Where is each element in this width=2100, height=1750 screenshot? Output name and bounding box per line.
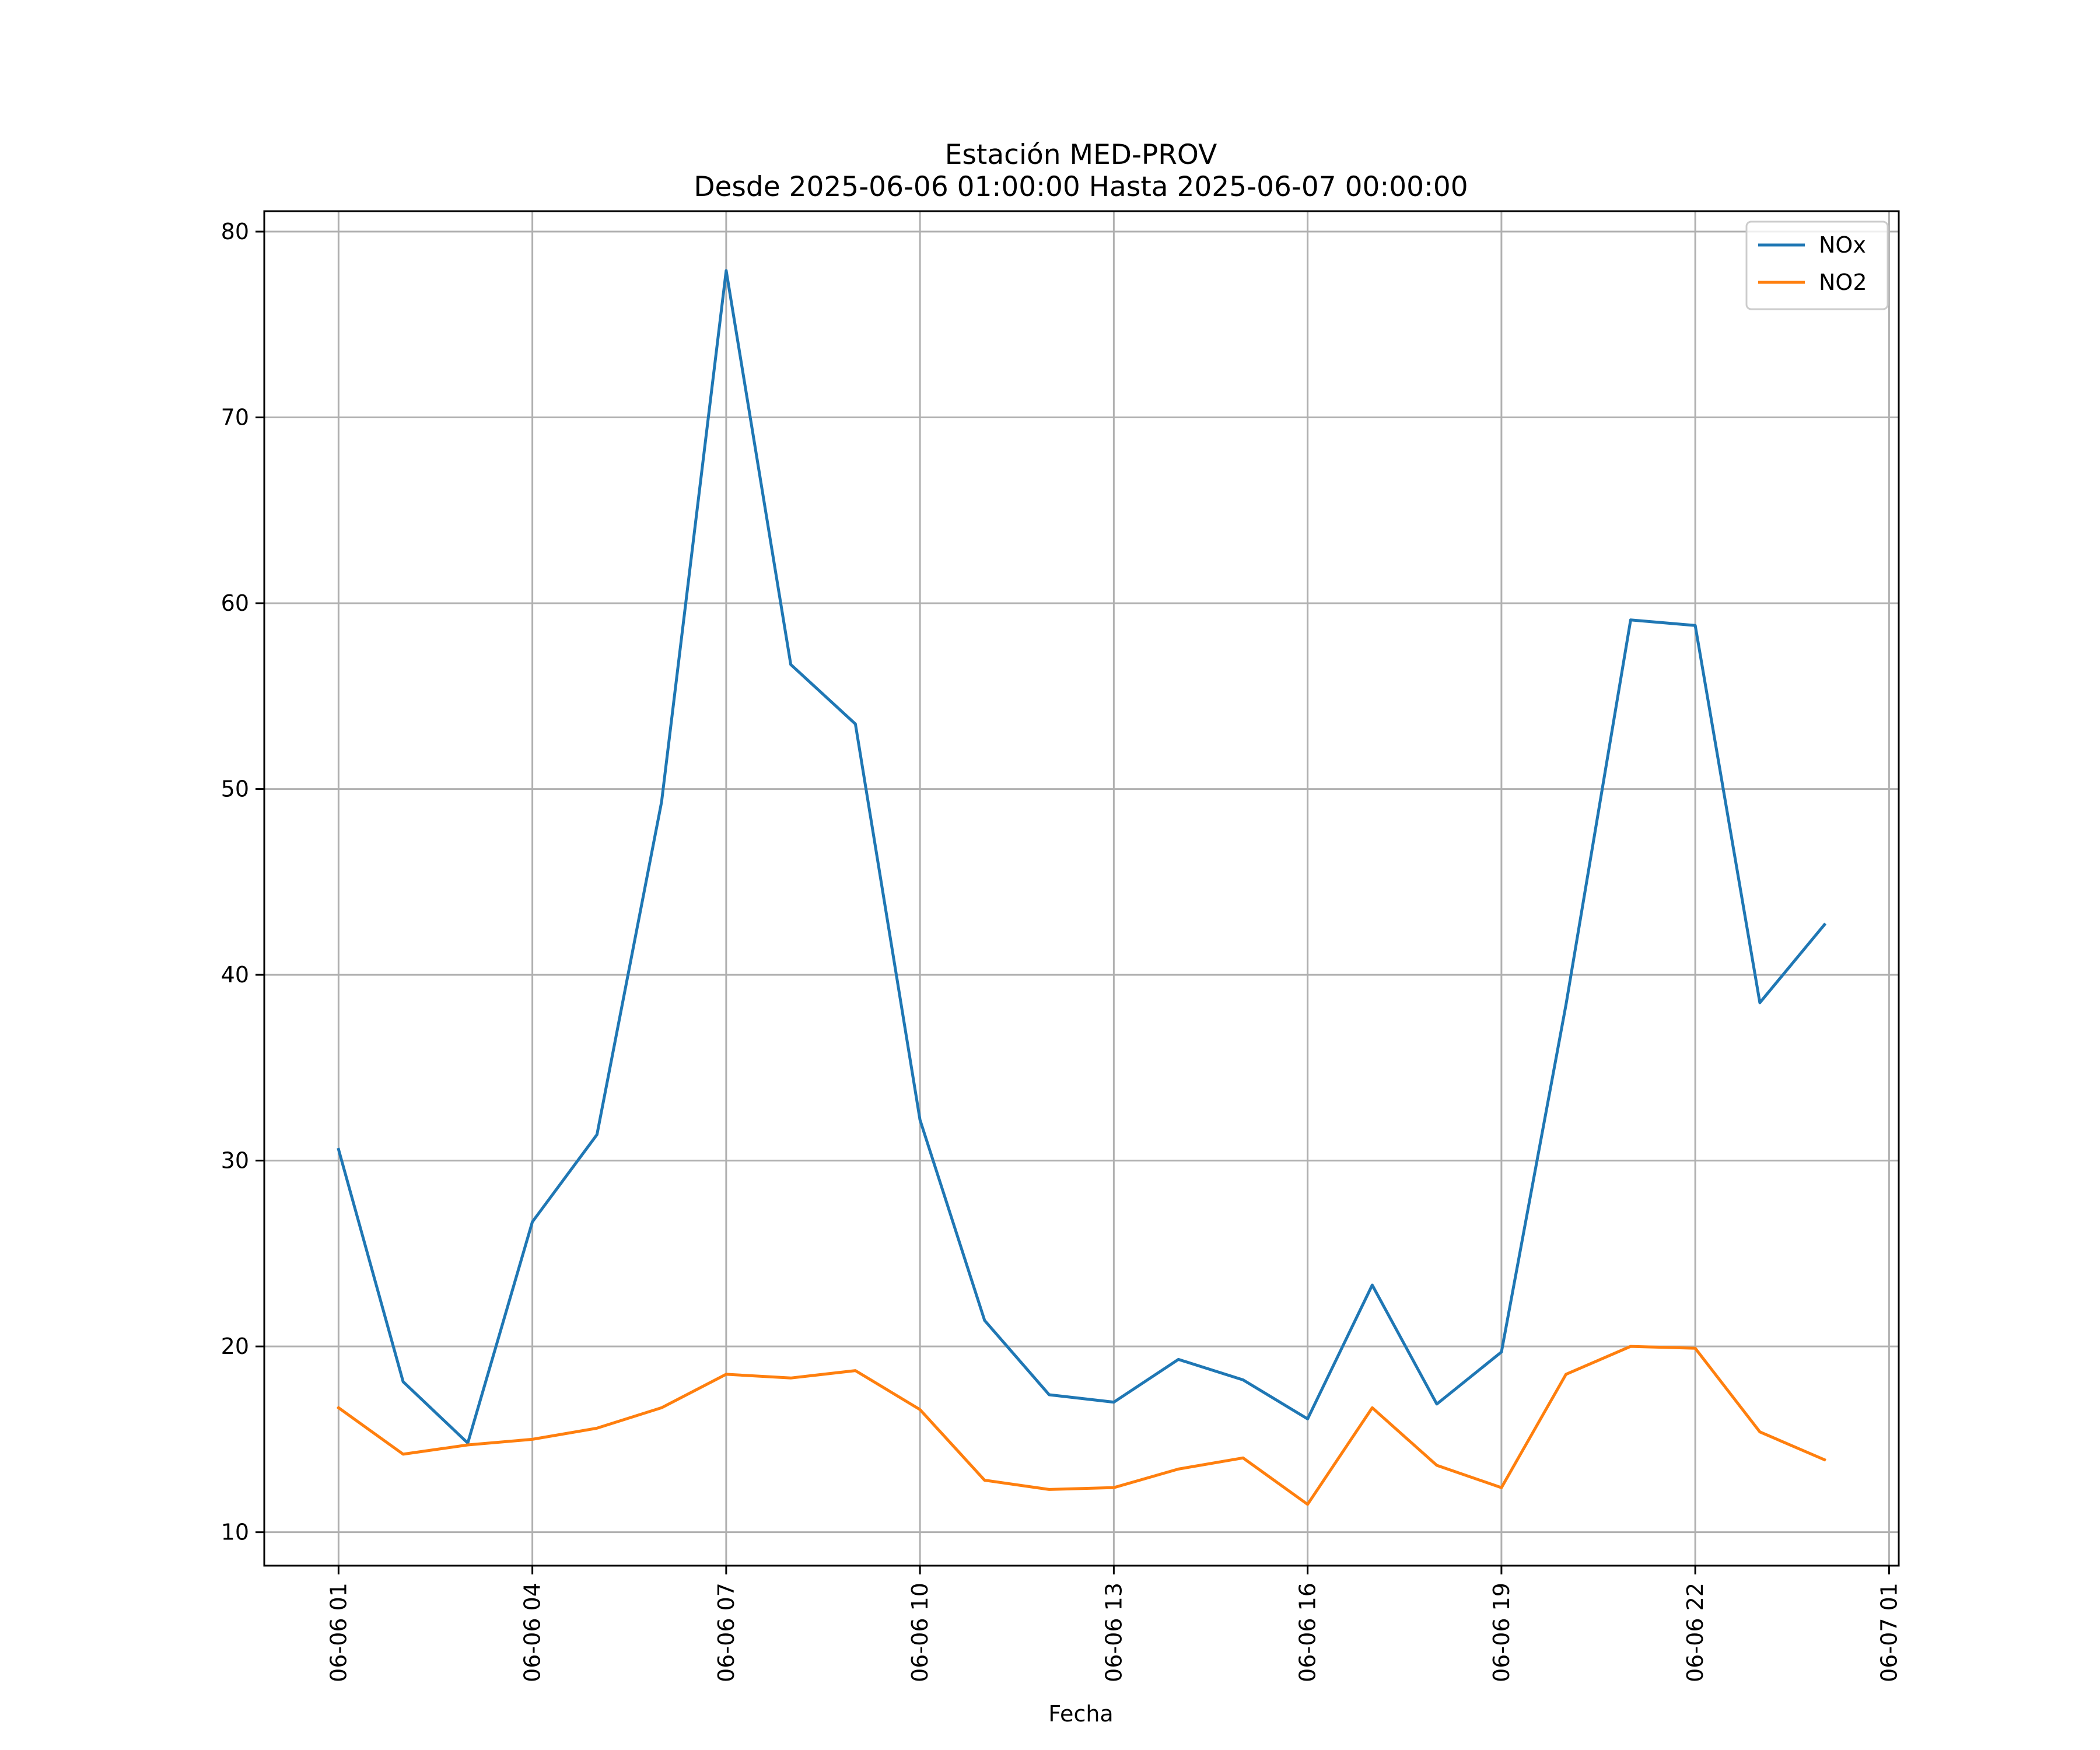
y-tick-label: 70 [221, 405, 249, 430]
series-line-nox [337, 269, 1827, 1445]
legend-label-no2: NO2 [1819, 270, 1867, 295]
y-tick-label: 20 [221, 1334, 249, 1359]
plot-frame [263, 210, 1900, 1567]
y-tick-label: 40 [221, 962, 249, 988]
chart-subtitle: Desde 2025-06-06 01:00:00 Hasta 2025-06-… [694, 171, 1468, 203]
y-tick-label: 80 [221, 219, 249, 244]
legend: NOx NO2 [1745, 220, 1889, 310]
grid [264, 211, 1899, 1566]
y-tick-label: 60 [221, 590, 249, 616]
x-tick-label: 06-06 01 [326, 1583, 351, 1682]
x-tick-label: 06-06 22 [1682, 1583, 1708, 1682]
x-tick-label: 06-06 16 [1295, 1583, 1321, 1682]
legend-box [1745, 220, 1889, 310]
plot-series [336, 269, 1827, 1506]
series-line-no2 [336, 1345, 1826, 1506]
legend-label-nox: NOx [1819, 232, 1866, 258]
chart-title: Estación MED-PROV [945, 139, 1217, 171]
x-tick-label: 06-06 04 [520, 1583, 545, 1682]
axis-ticks: 10 20 30 40 50 60 70 80 06-06 01 06-06 04 06-06 07… [221, 219, 1902, 1682]
x-tick-label: 06-06 19 [1489, 1583, 1514, 1682]
x-tick-label: 06-06 13 [1101, 1583, 1126, 1682]
y-tick-label: 10 [221, 1520, 249, 1545]
x-axis-label: Fecha [1048, 1701, 1113, 1727]
x-tick-label: 06-06 07 [713, 1583, 739, 1682]
y-tick-label: 50 [221, 776, 249, 802]
x-tick-label: 06-07 01 [1876, 1583, 1902, 1682]
x-tick-label: 06-06 10 [907, 1583, 933, 1682]
y-tick-label: 30 [221, 1148, 249, 1174]
